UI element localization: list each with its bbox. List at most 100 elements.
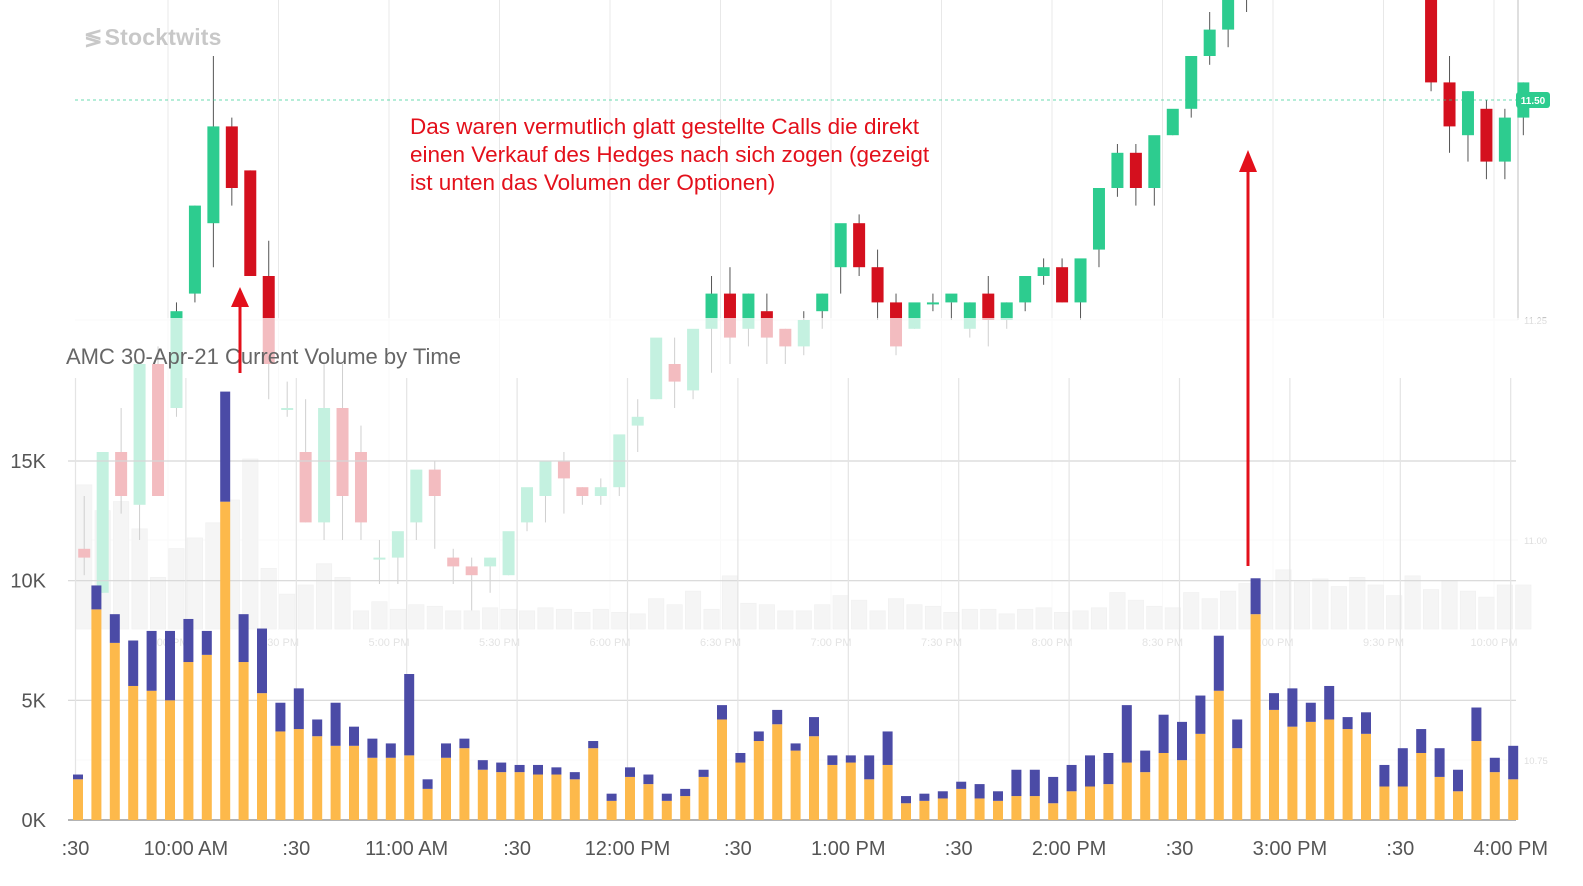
call-volume-bar <box>367 757 378 820</box>
call-volume-bar <box>146 690 157 820</box>
candle-body <box>834 223 847 268</box>
put-volume-bar <box>864 755 875 780</box>
call-volume-bar <box>293 729 304 820</box>
put-volume-bar <box>1140 750 1151 773</box>
volume-x-tick: 10:00 AM <box>144 838 229 860</box>
candle-body <box>1037 267 1050 276</box>
put-volume-bar <box>1379 764 1390 787</box>
put-volume-bar <box>496 762 507 773</box>
put-volume-bar <box>735 752 746 763</box>
call-volume-bar <box>882 764 893 820</box>
stocktwits-logo: ≶Stocktwits <box>84 24 222 51</box>
call-volume-bar <box>1066 791 1077 820</box>
call-volume-bar <box>1471 741 1482 820</box>
call-volume-bar <box>1416 752 1427 820</box>
volume-y-tick: 10K <box>10 571 46 593</box>
candle-body <box>244 170 257 276</box>
call-volume-bar <box>717 719 727 820</box>
call-volume-bar <box>937 798 948 820</box>
call-volume-bar <box>533 774 543 820</box>
candle-body <box>1443 82 1456 127</box>
call-volume-bar <box>441 757 451 820</box>
call-volume-bar <box>312 736 323 820</box>
put-volume-bar <box>1177 721 1187 761</box>
call-volume-bar <box>220 501 231 820</box>
put-volume-bar <box>422 779 433 789</box>
call-volume-bar <box>496 772 507 820</box>
call-volume-bar <box>772 724 783 820</box>
call-volume-bar <box>1140 772 1151 820</box>
call-volume-bar <box>974 798 985 820</box>
call-volume-bar <box>551 774 562 820</box>
put-volume-bar <box>919 793 930 801</box>
call-volume-bar <box>827 764 838 820</box>
put-volume-bar <box>1324 685 1335 720</box>
call-volume-bar <box>1342 729 1353 820</box>
candle-body <box>982 293 995 320</box>
put-volume-bar <box>1232 719 1243 749</box>
put-volume-bar <box>956 781 967 789</box>
call-volume-bar <box>625 776 635 820</box>
put-volume-bar <box>73 774 83 780</box>
candle-body <box>1461 91 1474 136</box>
call-volume-bar <box>1177 760 1187 820</box>
put-volume-bar <box>1489 757 1500 773</box>
call-volume-bar <box>183 662 194 820</box>
volume-x-tick: 12:00 PM <box>585 838 671 860</box>
call-volume-bar <box>165 700 175 820</box>
put-volume-bar <box>1361 712 1371 734</box>
candle-body <box>1129 152 1142 188</box>
call-volume-bar <box>1195 733 1206 820</box>
put-volume-bar <box>882 731 893 765</box>
put-volume-bar <box>661 793 672 801</box>
candle-body <box>1111 152 1124 188</box>
candle-body <box>926 302 939 305</box>
volume-bars <box>73 391 1519 820</box>
call-volume-bar <box>809 736 819 820</box>
call-volume-bar <box>606 800 617 820</box>
put-volume-bar <box>1195 695 1206 734</box>
call-volume-bar <box>477 769 488 820</box>
call-volume-bar <box>1048 803 1059 820</box>
put-volume-bar <box>91 585 102 610</box>
call-volume-bar <box>91 609 102 820</box>
candle-body <box>225 126 238 188</box>
put-volume-bar <box>1269 693 1279 710</box>
put-volume-bar <box>1305 702 1316 722</box>
volume-x-tick: :30 <box>503 838 531 860</box>
call-volume-bar <box>1250 614 1261 820</box>
put-volume-bar <box>459 738 470 749</box>
put-volume-bar <box>1471 707 1482 742</box>
annotation-text: Das waren vermutlich glatt gestellte Cal… <box>410 113 1010 197</box>
call-volume-bar <box>956 788 967 820</box>
put-volume-bar <box>514 764 525 773</box>
call-volume-bar <box>1011 796 1022 820</box>
call-volume-bar <box>993 800 1003 820</box>
put-volume-bar <box>551 767 562 775</box>
put-volume-bar <box>183 618 194 663</box>
put-volume-bar <box>772 709 783 725</box>
candle-body <box>945 293 958 303</box>
volume-x-tick: :30 <box>282 838 310 860</box>
put-volume-bar <box>1085 755 1095 787</box>
put-volume-bar <box>625 767 635 777</box>
call-volume-bar <box>459 748 470 820</box>
put-volume-bar <box>974 784 985 799</box>
put-volume-bar <box>1158 714 1169 753</box>
call-volume-bar <box>1397 786 1408 820</box>
put-volume-bar <box>790 743 801 751</box>
put-volume-bar <box>220 391 231 502</box>
put-volume-bar <box>717 705 727 720</box>
call-volume-bar <box>1158 752 1169 820</box>
put-volume-bar <box>312 719 323 737</box>
put-volume-bar <box>441 743 451 758</box>
call-volume-bar <box>753 741 764 820</box>
candle-body <box>207 126 220 224</box>
put-volume-bar <box>1011 769 1022 797</box>
call-volume-bar <box>1029 796 1040 820</box>
call-volume-bar <box>1434 776 1445 820</box>
call-volume-bar <box>1232 748 1243 820</box>
annotation-line-1: Das waren vermutlich glatt gestellte Cal… <box>410 114 919 139</box>
call-volume-bar <box>1379 786 1390 820</box>
